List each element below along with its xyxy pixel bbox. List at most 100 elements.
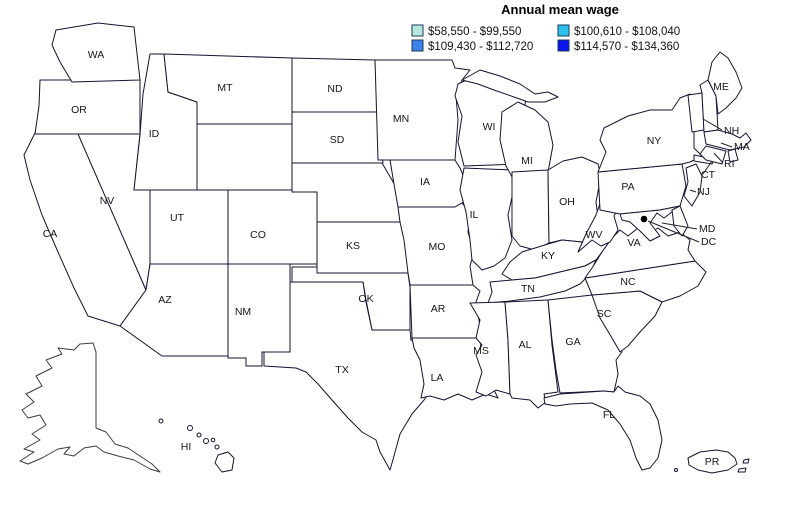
state-label-ga: GA bbox=[565, 336, 580, 348]
leader-line-ma bbox=[720, 142, 733, 148]
state-tx bbox=[263, 281, 431, 471]
state-va bbox=[584, 227, 696, 279]
legend: $58,550 - $99,550 $100,610 - $108,040 $1… bbox=[411, 24, 680, 53]
leader-line-nh bbox=[702, 118, 723, 131]
state-label-sc: SC bbox=[597, 308, 612, 320]
state-ri bbox=[727, 148, 739, 163]
legend-swatch-3 bbox=[411, 39, 424, 52]
pr-islet bbox=[737, 467, 747, 473]
hi-island bbox=[196, 432, 202, 438]
state-label-va: VA bbox=[627, 237, 640, 249]
state-label-ut: UT bbox=[170, 212, 185, 224]
state-hi-islands bbox=[158, 418, 235, 473]
states-layer bbox=[19, 22, 752, 474]
state-label-tx: TX bbox=[335, 364, 348, 376]
state-ks bbox=[316, 221, 409, 274]
state-label-pr: PR bbox=[705, 456, 720, 468]
state-label-ia: IA bbox=[420, 176, 430, 188]
state-label-mi: MI bbox=[521, 155, 533, 167]
legend-label-4: $114,570 - $134,360 bbox=[574, 41, 679, 53]
pr-islet bbox=[674, 468, 678, 472]
state-co bbox=[227, 189, 318, 265]
state-label-ny: NY bbox=[647, 135, 662, 147]
state-nc bbox=[584, 260, 707, 303]
state-label-ri: RI bbox=[724, 158, 735, 170]
state-label-ca: CA bbox=[43, 228, 58, 240]
state-label-ok: OK bbox=[358, 293, 373, 305]
state-label-nm: NM bbox=[235, 306, 251, 318]
state-ny bbox=[597, 93, 703, 173]
state-label-mo: MO bbox=[429, 241, 446, 253]
state-label-nh: NH bbox=[724, 125, 739, 137]
state-label-oh: OH bbox=[559, 196, 575, 208]
map-title: Annual mean wage bbox=[501, 2, 619, 17]
pr-islet bbox=[742, 458, 750, 464]
state-pr-islands bbox=[674, 449, 750, 474]
state-label-wi: WI bbox=[483, 121, 496, 133]
dc-marker bbox=[640, 215, 648, 223]
state-wy bbox=[196, 123, 293, 191]
state-label-nj: NJ bbox=[697, 186, 710, 198]
leader-line-ri bbox=[713, 152, 724, 164]
hi-island bbox=[214, 444, 220, 450]
leader-line-md bbox=[661, 222, 698, 230]
state-label-ar: AR bbox=[431, 303, 446, 315]
state-wa bbox=[51, 22, 141, 83]
state-mo bbox=[397, 202, 475, 286]
state-label-md: MD bbox=[699, 223, 716, 235]
callout-leaders bbox=[647, 118, 733, 243]
state-ak bbox=[19, 342, 161, 473]
state-label-dc: DC bbox=[701, 236, 717, 248]
state-label-or: OR bbox=[71, 104, 87, 116]
state-ia bbox=[389, 159, 471, 208]
state-label-co: CO bbox=[250, 229, 266, 241]
state-label-id: ID bbox=[149, 128, 160, 140]
state-label-wv: WV bbox=[586, 229, 603, 241]
state-label-tn: TN bbox=[521, 283, 535, 295]
state-label-fl: FL bbox=[603, 409, 615, 421]
legend-swatch-2 bbox=[557, 24, 570, 37]
legend-label-1: $58,550 - $99,550 bbox=[428, 26, 521, 38]
state-in bbox=[511, 169, 550, 251]
state-de bbox=[671, 205, 689, 237]
state-label-ma: MA bbox=[734, 141, 750, 153]
leader-line-dc bbox=[647, 220, 700, 243]
state-ut bbox=[149, 189, 229, 265]
state-me bbox=[707, 51, 743, 115]
legend-swatch-4 bbox=[557, 39, 570, 52]
state-label-il: IL bbox=[470, 209, 479, 221]
state-label-az: AZ bbox=[158, 294, 172, 306]
legend-label-3: $109,430 - $112,720 bbox=[428, 41, 533, 53]
state-label-la: LA bbox=[431, 372, 444, 384]
state-label-mn: MN bbox=[393, 113, 409, 125]
state-label-nv: NV bbox=[100, 195, 115, 207]
state-label-ky: KY bbox=[541, 250, 555, 262]
state-mi-up bbox=[461, 69, 559, 103]
pr-island bbox=[687, 449, 738, 474]
state-fl bbox=[543, 385, 663, 471]
state-label-ms: MS bbox=[473, 345, 489, 357]
state-nj bbox=[683, 163, 703, 207]
leader-line-nj bbox=[689, 189, 697, 193]
hi-big-island bbox=[214, 451, 235, 473]
hi-island bbox=[203, 438, 209, 444]
state-label-pa: PA bbox=[621, 181, 634, 193]
state-or bbox=[34, 79, 141, 135]
state-label-hi: HI bbox=[181, 441, 192, 453]
state-label-ks: KS bbox=[346, 240, 360, 252]
state-label-mt: MT bbox=[217, 82, 233, 94]
legend-label-2: $100,610 - $108,040 bbox=[574, 26, 680, 38]
state-label-nc: NC bbox=[620, 276, 636, 288]
state-ar bbox=[409, 284, 483, 339]
hi-island bbox=[158, 418, 164, 424]
state-ma bbox=[703, 129, 752, 151]
leader-line-ct bbox=[702, 160, 713, 175]
legend-swatch-1 bbox=[411, 24, 424, 37]
state-labels: WA OR CA NV ID MT UT CO AZ NM ND SD KS O… bbox=[43, 49, 750, 468]
state-label-al: AL bbox=[519, 339, 532, 351]
state-mn bbox=[374, 59, 471, 161]
state-label-nd: ND bbox=[327, 83, 343, 95]
hi-island bbox=[210, 437, 216, 443]
